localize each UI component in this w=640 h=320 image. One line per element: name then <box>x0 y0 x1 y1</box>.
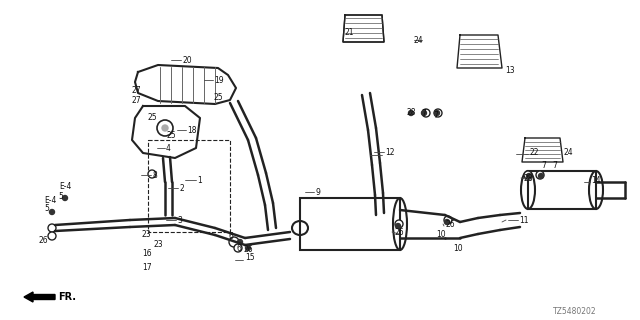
Text: 7: 7 <box>552 161 557 170</box>
Text: 7: 7 <box>433 110 438 119</box>
Text: TZ5480202: TZ5480202 <box>553 308 596 316</box>
Circle shape <box>445 220 449 225</box>
Circle shape <box>162 125 168 131</box>
Text: 24: 24 <box>413 36 422 44</box>
Text: 7: 7 <box>421 108 426 117</box>
FancyArrow shape <box>24 292 55 302</box>
Text: 26: 26 <box>394 228 404 236</box>
Text: 15: 15 <box>245 253 255 262</box>
Circle shape <box>422 110 426 116</box>
Text: 12: 12 <box>385 148 394 156</box>
Text: 11: 11 <box>519 215 529 225</box>
Circle shape <box>48 232 56 240</box>
Circle shape <box>538 173 543 179</box>
Text: 18: 18 <box>187 125 196 134</box>
Text: 10: 10 <box>436 229 445 238</box>
Text: 26: 26 <box>243 244 253 253</box>
Text: 13: 13 <box>505 66 515 75</box>
Text: 19: 19 <box>214 76 223 84</box>
Circle shape <box>396 223 401 228</box>
Text: E-4: E-4 <box>59 181 72 190</box>
Circle shape <box>444 216 452 224</box>
Circle shape <box>395 220 403 228</box>
Text: 6: 6 <box>236 244 241 252</box>
Text: 3: 3 <box>177 215 182 225</box>
Text: 27: 27 <box>131 85 141 94</box>
Circle shape <box>536 171 544 179</box>
Text: E-4: E-4 <box>44 196 56 204</box>
Text: 25: 25 <box>166 131 175 140</box>
Circle shape <box>527 173 531 179</box>
Text: 9: 9 <box>315 188 320 196</box>
Text: 16: 16 <box>142 249 152 258</box>
Text: 10: 10 <box>453 244 463 252</box>
Circle shape <box>524 171 532 179</box>
Bar <box>528 171 596 209</box>
Text: 23: 23 <box>153 239 163 249</box>
Text: 7: 7 <box>541 161 546 170</box>
Circle shape <box>229 237 239 247</box>
Text: 24: 24 <box>564 148 573 156</box>
Text: 5: 5 <box>58 191 63 201</box>
Text: 27: 27 <box>131 95 141 105</box>
Circle shape <box>246 245 250 251</box>
Text: 28: 28 <box>523 173 532 182</box>
Circle shape <box>434 109 442 117</box>
Circle shape <box>63 196 67 201</box>
Text: 1: 1 <box>197 175 202 185</box>
Text: 26: 26 <box>445 220 454 228</box>
Bar <box>148 140 230 232</box>
Text: 17: 17 <box>142 262 152 271</box>
Circle shape <box>148 170 156 178</box>
Text: 6: 6 <box>228 231 233 241</box>
Text: 8: 8 <box>152 171 157 180</box>
Text: 23: 23 <box>141 229 150 238</box>
Text: 5: 5 <box>44 204 49 212</box>
Text: 14: 14 <box>591 175 600 185</box>
Circle shape <box>422 109 430 117</box>
Text: 2: 2 <box>179 183 184 193</box>
Text: 25: 25 <box>213 92 223 101</box>
Text: 25: 25 <box>147 113 157 122</box>
Text: 26: 26 <box>38 236 47 244</box>
Text: 20: 20 <box>182 55 191 65</box>
Circle shape <box>435 110 440 116</box>
Circle shape <box>408 110 413 116</box>
Text: 22: 22 <box>530 148 540 156</box>
Bar <box>300 198 400 250</box>
Circle shape <box>49 210 54 214</box>
Text: 28: 28 <box>406 108 415 116</box>
Text: 21: 21 <box>344 28 353 36</box>
Circle shape <box>48 224 56 232</box>
Circle shape <box>234 244 242 252</box>
Text: 4: 4 <box>166 143 171 153</box>
Circle shape <box>237 239 243 244</box>
Text: FR.: FR. <box>58 292 76 302</box>
